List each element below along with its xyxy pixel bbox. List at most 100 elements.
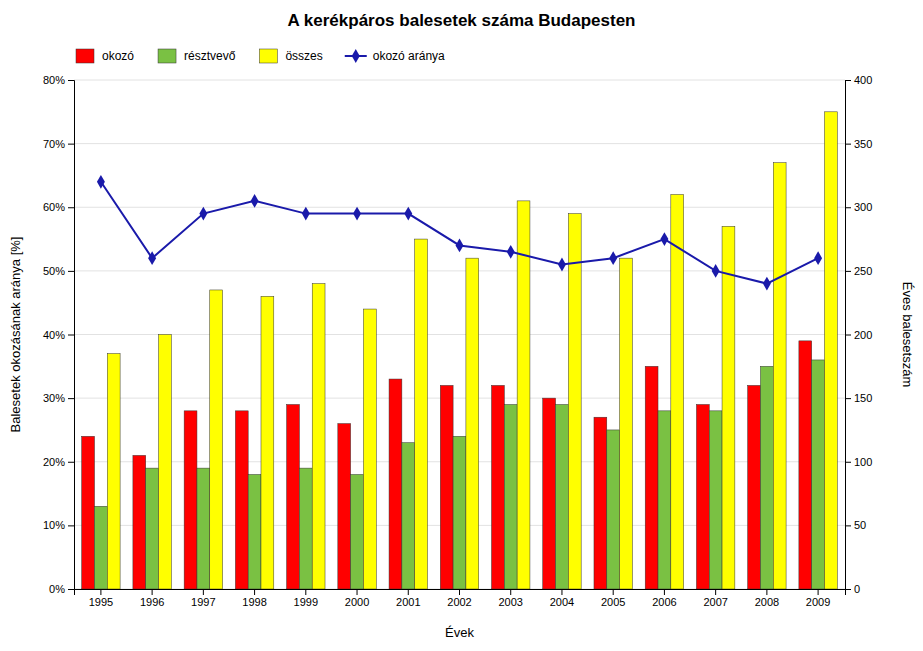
y2-tick: 100 [845, 456, 872, 468]
y-tick-label: 70% [43, 138, 65, 150]
bar [722, 226, 735, 589]
y-tick: 40% [43, 329, 74, 341]
y2-tick-mark [845, 525, 851, 526]
y2-tick-label: 150 [854, 392, 872, 404]
bar [556, 404, 569, 589]
marker [148, 251, 156, 265]
x-tick: 2002 [447, 589, 471, 608]
y2-tick-label: 350 [854, 138, 872, 150]
x-tick-mark [152, 589, 153, 595]
bar [82, 436, 95, 589]
y2-axis-title: Éves balesetszám [900, 282, 915, 388]
bar [184, 411, 197, 589]
bar [517, 201, 530, 589]
y-tick-mark [68, 335, 74, 336]
y2-tick: 350 [845, 138, 872, 150]
y-tick-mark [68, 525, 74, 526]
line [101, 182, 818, 284]
x-tick-label: 2002 [447, 596, 471, 608]
marker [456, 239, 464, 253]
legend: okozórésztvevőösszesokozó aránya [76, 49, 445, 63]
x-tick: 2007 [703, 589, 727, 608]
bar [338, 424, 351, 589]
y2-tick: 400 [845, 74, 872, 86]
x-tick-mark [510, 589, 511, 595]
x-tick-mark [561, 589, 562, 595]
bar [671, 195, 684, 589]
bar [812, 360, 825, 589]
x-tick: 1999 [294, 589, 318, 608]
x-tick: 2000 [345, 589, 369, 608]
bar [504, 404, 517, 589]
y2-tick: 300 [845, 201, 872, 213]
y2-tick-mark [845, 80, 851, 81]
y-tick: 20% [43, 456, 74, 468]
bar [261, 296, 274, 589]
y2-tick-label: 0 [854, 583, 860, 595]
x-tick-label: 2001 [396, 596, 420, 608]
y-tick-label: 80% [43, 74, 65, 86]
y-tick-mark [68, 207, 74, 208]
bar-series [107, 112, 837, 589]
y2-axis: 050100150200250300350400 [845, 74, 872, 595]
bar [440, 385, 453, 589]
bar [235, 411, 248, 589]
y-tick: 10% [43, 519, 74, 531]
y-tick-mark [68, 589, 74, 590]
legend-item: összes [259, 49, 322, 63]
bar [146, 468, 159, 589]
chart: 1995199619971998199920002001200220032004… [0, 0, 923, 651]
x-tick-mark [664, 589, 665, 595]
bar [799, 341, 812, 589]
axis-line [846, 81, 852, 590]
bar [133, 455, 146, 589]
x-tick: 1995 [89, 589, 113, 608]
y-tick-mark [68, 271, 74, 272]
x-tick: 2008 [755, 589, 779, 608]
y-tick-mark [68, 398, 74, 399]
marker [814, 251, 822, 265]
y-tick: 0% [49, 583, 74, 595]
y-tick-label: 10% [43, 519, 65, 531]
bar [453, 436, 466, 589]
bar [466, 258, 479, 589]
legend-swatch [76, 49, 94, 63]
x-tick-label: 1995 [89, 596, 113, 608]
y2-tick-label: 300 [854, 201, 872, 213]
y-tick-mark [68, 462, 74, 463]
y-tick-label: 40% [43, 329, 65, 341]
marker [712, 264, 720, 278]
legend-label: okozó [102, 49, 134, 63]
x-tick-label: 2003 [498, 596, 522, 608]
marker [251, 194, 259, 208]
bar [363, 309, 376, 589]
plot: 1995199619971998199920002001200220032004… [43, 74, 872, 608]
legend-item: okozó aránya [345, 49, 445, 63]
x-tick: 2006 [652, 589, 676, 608]
bar [594, 417, 607, 589]
bar [607, 430, 620, 589]
title: A kerékpáros balesetek száma Budapesten [287, 11, 635, 30]
bar [620, 258, 633, 589]
bar [94, 506, 107, 589]
x-tick-label: 1996 [140, 596, 164, 608]
y2-tick-mark [845, 271, 851, 272]
x-tick-label: 2009 [806, 596, 830, 608]
bar [748, 385, 761, 589]
y2-tick: 200 [845, 329, 872, 341]
bar [709, 411, 722, 589]
x-tick-label: 2006 [652, 596, 676, 608]
marks [82, 112, 838, 589]
y-tick: 30% [43, 392, 74, 404]
legend-label: okozó aránya [373, 49, 445, 63]
bar [402, 443, 415, 589]
x-tick-mark [100, 589, 101, 595]
y2-tick: 50 [845, 519, 866, 531]
bar [760, 366, 773, 589]
y-tick: 60% [43, 201, 74, 213]
marker [660, 232, 668, 246]
x-tick-mark [459, 589, 460, 595]
y2-tick: 150 [845, 392, 872, 404]
y-tick-label: 0% [49, 583, 65, 595]
x-tick: 1996 [140, 589, 164, 608]
